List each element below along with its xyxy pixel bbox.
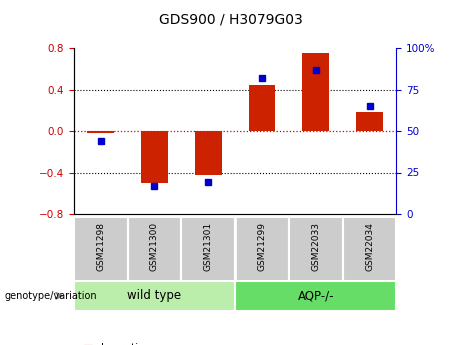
Bar	[181, 217, 235, 281]
Text: GDS900 / H3079G03: GDS900 / H3079G03	[159, 12, 302, 26]
Text: genotype/variation: genotype/variation	[5, 291, 97, 301]
Text: GSM22034: GSM22034	[365, 221, 374, 270]
Text: GSM21300: GSM21300	[150, 221, 159, 270]
Text: AQP-/-: AQP-/-	[297, 289, 334, 302]
Bar	[128, 217, 181, 281]
Bar	[248, 85, 275, 131]
Text: log ratio: log ratio	[101, 344, 145, 345]
Bar	[74, 217, 128, 281]
Text: GSM22033: GSM22033	[311, 221, 320, 270]
Bar	[235, 281, 396, 310]
Bar	[74, 281, 235, 310]
Bar	[302, 53, 329, 131]
Text: ■: ■	[83, 344, 94, 345]
Text: GSM21301: GSM21301	[204, 221, 213, 270]
Bar	[195, 131, 222, 175]
Text: wild type: wild type	[127, 289, 182, 302]
Bar	[343, 217, 396, 281]
Bar	[141, 131, 168, 183]
Bar	[87, 131, 114, 133]
Bar	[235, 217, 289, 281]
Bar	[356, 112, 383, 131]
Bar	[289, 217, 343, 281]
Text: GSM21298: GSM21298	[96, 221, 105, 270]
Text: GSM21299: GSM21299	[258, 221, 266, 270]
